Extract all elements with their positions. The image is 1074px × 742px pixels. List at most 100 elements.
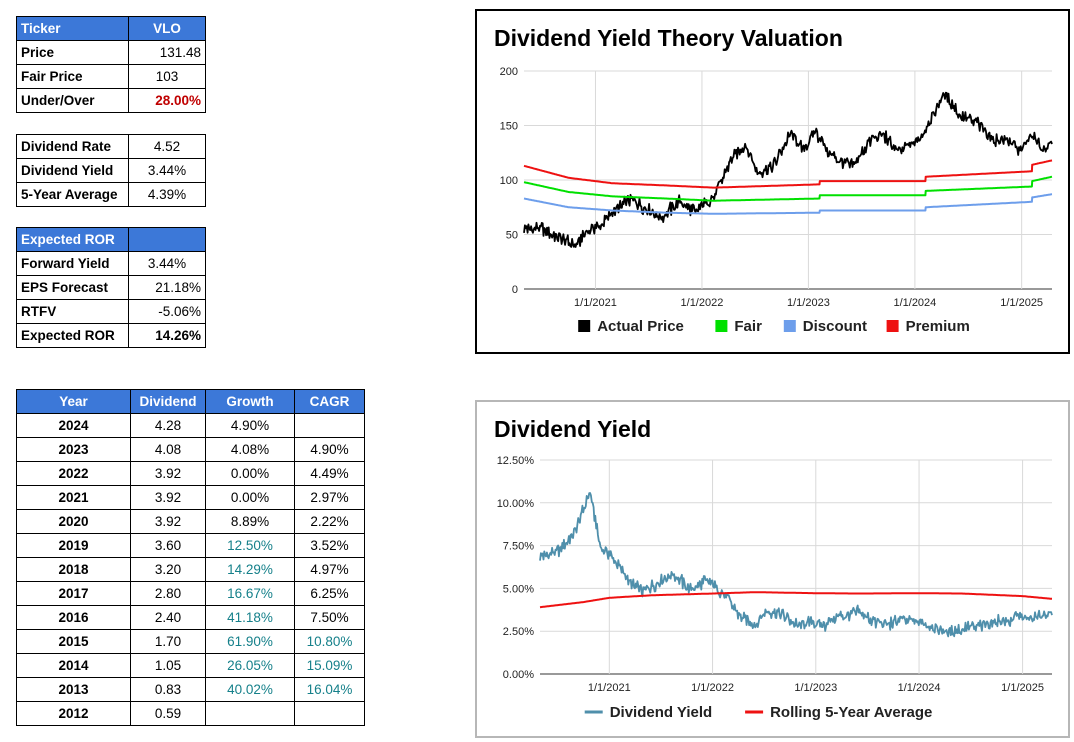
history-year: 2023: [16, 437, 131, 462]
valuation-chart-plot: 0 50 100 150 200 1/1/2021 1/1/2022 1/1/2023 1/1/…: [500, 66, 1053, 335]
ticker-label: Ticker: [16, 16, 129, 41]
history-growth: 40.02%: [205, 677, 295, 702]
history-cagr: 16.04%: [294, 677, 365, 702]
fair-price-label: Fair Price: [16, 64, 129, 89]
history-cagr: 15.09%: [294, 653, 365, 678]
under-over-value: 28.00%: [128, 88, 206, 113]
history-growth: 0.00%: [205, 485, 295, 510]
history-year: 2016: [16, 605, 131, 630]
history-year: 2019: [16, 533, 131, 558]
history-year: 2022: [16, 461, 131, 486]
dividend-yield-chart: Dividend Yield 0.00% 2.50% 5.00% 7.50% 10.00…: [475, 400, 1070, 738]
legend-label: Rolling 5-Year Average: [770, 704, 932, 721]
y-tick-label: 50: [506, 230, 518, 242]
history-cagr: 6.25%: [294, 581, 365, 606]
eps-forecast-value: 21.18%: [128, 275, 206, 300]
history-cagr: 3.52%: [294, 533, 365, 558]
y-tick-label: 200: [500, 66, 518, 78]
legend-label: Premium: [906, 318, 970, 335]
history-growth: [205, 701, 295, 726]
dividend-history-table: Year Dividend Growth CAGR 2024 4.28 4.90% 2…: [16, 389, 365, 726]
x-tick-label: 1/1/2021: [574, 297, 617, 309]
price-label: Price: [16, 40, 129, 65]
expected-ror-table: Expected ROR Forward Yield 3.44% EPS For…: [16, 227, 206, 348]
under-over-label: Under/Over: [16, 88, 129, 113]
history-dividend: 0.59: [130, 701, 206, 726]
valuation-chart: Dividend Yield Theory Valuation 0 50 100 15…: [475, 9, 1070, 354]
series-line-fair: [523, 175, 1053, 202]
dividend-yield-chart-title: Dividend Yield: [494, 416, 652, 442]
y-tick-label: 5.00%: [503, 583, 534, 595]
x-tick-label: 1/1/2022: [681, 297, 724, 309]
history-year: 2014: [16, 653, 131, 678]
x-tick-label: 1/1/2021: [588, 682, 631, 694]
history-dividend: 4.28: [130, 413, 206, 438]
history-cagr: 2.97%: [294, 485, 365, 510]
dividend-table: Dividend Rate 4.52 Dividend Yield 3.44% …: [16, 134, 206, 207]
y-tick-label: 2.50%: [503, 626, 534, 638]
legend-label: Fair: [734, 318, 762, 335]
expected-ror-value: 14.26%: [128, 323, 206, 348]
history-growth: 12.50%: [205, 533, 295, 558]
history-header-growth: Growth: [205, 389, 295, 414]
fair-price-value: 103: [128, 64, 206, 89]
legend-swatch: [783, 320, 796, 332]
history-cagr: 10.80%: [294, 629, 365, 654]
dividend-yield-chart-plot: 0.00% 2.50% 5.00% 7.50% 10.00% 12.50% 1/1/2021…: [497, 455, 1053, 721]
history-row: 2024 4.28 4.90%: [16, 413, 365, 438]
history-growth: 4.08%: [205, 437, 295, 462]
legend-label: Dividend Yield: [610, 704, 713, 721]
rtfv-label: RTFV: [16, 299, 129, 324]
history-dividend: 3.60: [130, 533, 206, 558]
history-dividend: 1.70: [130, 629, 206, 654]
series-line-premium: [523, 159, 1053, 189]
history-row: 2015 1.70 61.90% 10.80%: [16, 629, 365, 654]
five-year-average-label: 5-Year Average: [16, 182, 129, 207]
history-year: 2015: [16, 629, 131, 654]
history-growth: 8.89%: [205, 509, 295, 534]
y-tick-label: 100: [500, 175, 518, 187]
x-tick-label: 1/1/2022: [691, 682, 734, 694]
history-dividend: 3.92: [130, 461, 206, 486]
legend-swatch: [715, 320, 728, 332]
history-body: 2024 4.28 4.90% 2023 4.08 4.08% 4.90% 2022 3.92 0…: [16, 413, 365, 726]
history-dividend: 3.92: [130, 485, 206, 510]
history-row: 2012 0.59: [16, 701, 365, 726]
x-tick-label: 1/1/2024: [893, 297, 936, 309]
legend-label: Actual Price: [597, 318, 684, 335]
history-dividend: 2.80: [130, 581, 206, 606]
history-row: 2021 3.92 0.00% 2.97%: [16, 485, 365, 510]
history-growth: 61.90%: [205, 629, 295, 654]
history-dividend: 3.20: [130, 557, 206, 582]
history-year: 2020: [16, 509, 131, 534]
history-growth: 41.18%: [205, 605, 295, 630]
history-dividend: 0.83: [130, 677, 206, 702]
y-tick-label: 150: [500, 121, 518, 133]
history-header-year: Year: [16, 389, 131, 414]
history-row: 2016 2.40 41.18% 7.50%: [16, 605, 365, 630]
history-cagr: 4.97%: [294, 557, 365, 582]
history-growth: 14.29%: [205, 557, 295, 582]
dividend-yield-value: 3.44%: [128, 158, 206, 183]
history-header-dividend: Dividend: [130, 389, 206, 414]
series-line-discount: [523, 193, 1053, 215]
history-cagr: 7.50%: [294, 605, 365, 630]
y-tick-label: 0: [512, 284, 518, 296]
forward-yield-label: Forward Yield: [16, 251, 129, 276]
history-year: 2013: [16, 677, 131, 702]
x-tick-label: 1/1/2023: [794, 682, 837, 694]
legend-swatch: [578, 320, 591, 332]
expected-ror-header: Expected ROR: [16, 227, 129, 252]
history-cagr: 2.22%: [294, 509, 365, 534]
history-row: 2013 0.83 40.02% 16.04%: [16, 677, 365, 702]
history-year: 2024: [16, 413, 131, 438]
y-tick-label: 7.50%: [503, 541, 534, 553]
history-row: 2014 1.05 26.05% 15.09%: [16, 653, 365, 678]
history-row: 2023 4.08 4.08% 4.90%: [16, 437, 365, 462]
history-row: 2022 3.92 0.00% 4.49%: [16, 461, 365, 486]
history-dividend: 4.08: [130, 437, 206, 462]
rtfv-value: -5.06%: [128, 299, 206, 324]
history-row: 2019 3.60 12.50% 3.52%: [16, 533, 365, 558]
history-growth: 16.67%: [205, 581, 295, 606]
eps-forecast-label: EPS Forecast: [16, 275, 129, 300]
